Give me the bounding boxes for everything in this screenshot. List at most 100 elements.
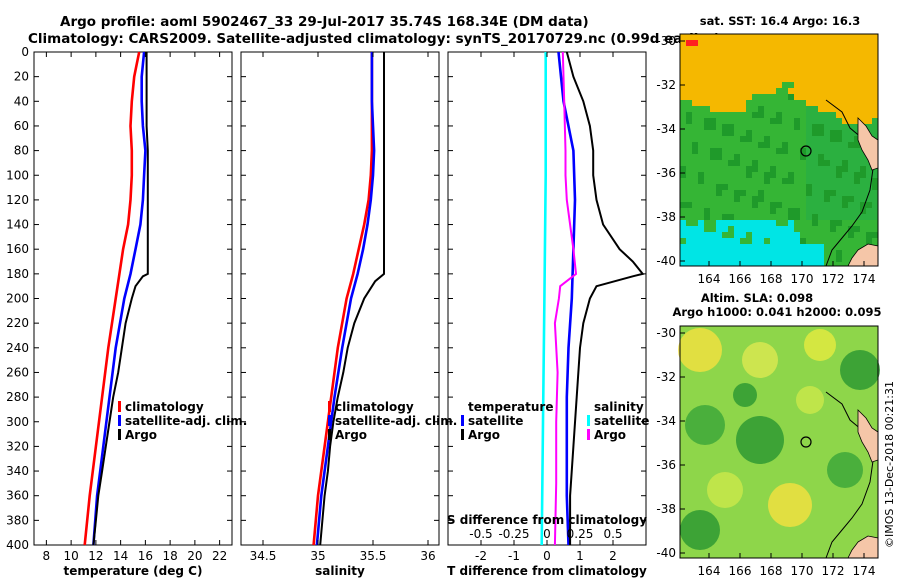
sst-cell [782,220,788,226]
sst-cell [872,226,878,232]
sst-cell [728,226,734,232]
sst-cell [740,172,746,178]
sst-cell [836,166,842,172]
sst-cell [782,70,788,76]
sst-cell [728,154,734,160]
sst-cell [806,52,812,58]
sst-cell [752,232,758,238]
sst-map-axes: -30 -32 -34 -36 -38 -40 164 166 168 170 172 174 [656,34,875,286]
x-tick-label: 22 [212,549,227,563]
sst-cell [836,94,842,100]
sst-cell [872,118,878,124]
sst-cell [872,76,878,82]
sst-cell [722,256,728,262]
sst-cell [722,190,728,196]
sst-cell [746,40,752,46]
sst-cell [698,46,704,52]
sst-cell [752,52,758,58]
sst-cell [860,232,866,238]
sst-cell [716,76,722,82]
sst-cell [740,166,746,172]
sst-cell [704,214,710,220]
sst-cell [836,118,842,124]
sst-cell [764,58,770,64]
sst-cell [680,244,686,250]
sst-cell [824,58,830,64]
sst-cell [752,118,758,124]
sst-cell [812,250,818,256]
sst-cell [848,100,854,106]
sst-cell [716,58,722,64]
sst-cell [752,226,758,232]
sst-cell [812,34,818,40]
sst-cell [716,136,722,142]
sst-cell [770,106,776,112]
sst-cell [698,100,704,106]
sst-cell [752,100,758,106]
sst-cell [686,100,692,106]
sst-cell [716,256,722,262]
sst-cell [794,142,800,148]
sst-cell [740,148,746,154]
sst-cell [776,106,782,112]
sst-cell [866,172,872,178]
sst-cell [704,250,710,256]
sst-cell [830,112,836,118]
x-tick-label: 16 [138,549,153,563]
sst-cell [752,154,758,160]
sst-cell [698,208,704,214]
sst-cell [824,82,830,88]
sst-cell [824,184,830,190]
sst-cell [746,112,752,118]
sst-cell [830,70,836,76]
sst-cell [692,238,698,244]
sst-cell [752,112,758,118]
sst-cell [740,76,746,82]
sst-cell [800,244,806,250]
sst-cell [794,118,800,124]
sst-cell [866,184,872,190]
sst-cell [776,184,782,190]
sst-cell [824,118,830,124]
sst-cell [728,202,734,208]
sst-cell [740,100,746,106]
sst-cell [692,202,698,208]
sst-cell [716,178,722,184]
sst-cell [818,262,824,266]
difference-legend: temperature satellite Argo salinity sate… [461,400,649,442]
sst-cell [752,94,758,100]
sst-cell [854,208,860,214]
figure-title-line1: Argo profile: aoml 5902467_33 29-Jul-201… [60,14,589,30]
sst-cell [722,154,728,160]
sst-cell [866,232,872,238]
sst-cell [800,118,806,124]
sst-cell [872,214,878,220]
sst-cell [854,124,860,130]
sst-cell [806,64,812,70]
sst-cell [782,190,788,196]
sst-cell [812,124,818,130]
sst-cell [698,160,704,166]
sst-cell [800,40,806,46]
sst-cell [848,220,854,226]
lon-tick-label: 172 [822,564,845,578]
sst-cell [848,166,854,172]
sst-cell [788,106,794,112]
sst-cell [812,106,818,112]
sst-cell [770,190,776,196]
sst-cell [794,160,800,166]
sst-cell [824,142,830,148]
sst-cell [824,76,830,82]
sst-cell [788,256,794,262]
sst-cell [716,94,722,100]
sst-cell [746,124,752,130]
sst-cell [740,244,746,250]
sst-cell [824,64,830,70]
sst-cell [710,64,716,70]
sst-cell [830,34,836,40]
sst-cell [728,106,734,112]
sst-cell [812,226,818,232]
sst-cell [800,190,806,196]
sst-cell [830,76,836,82]
sst-cell [686,82,692,88]
